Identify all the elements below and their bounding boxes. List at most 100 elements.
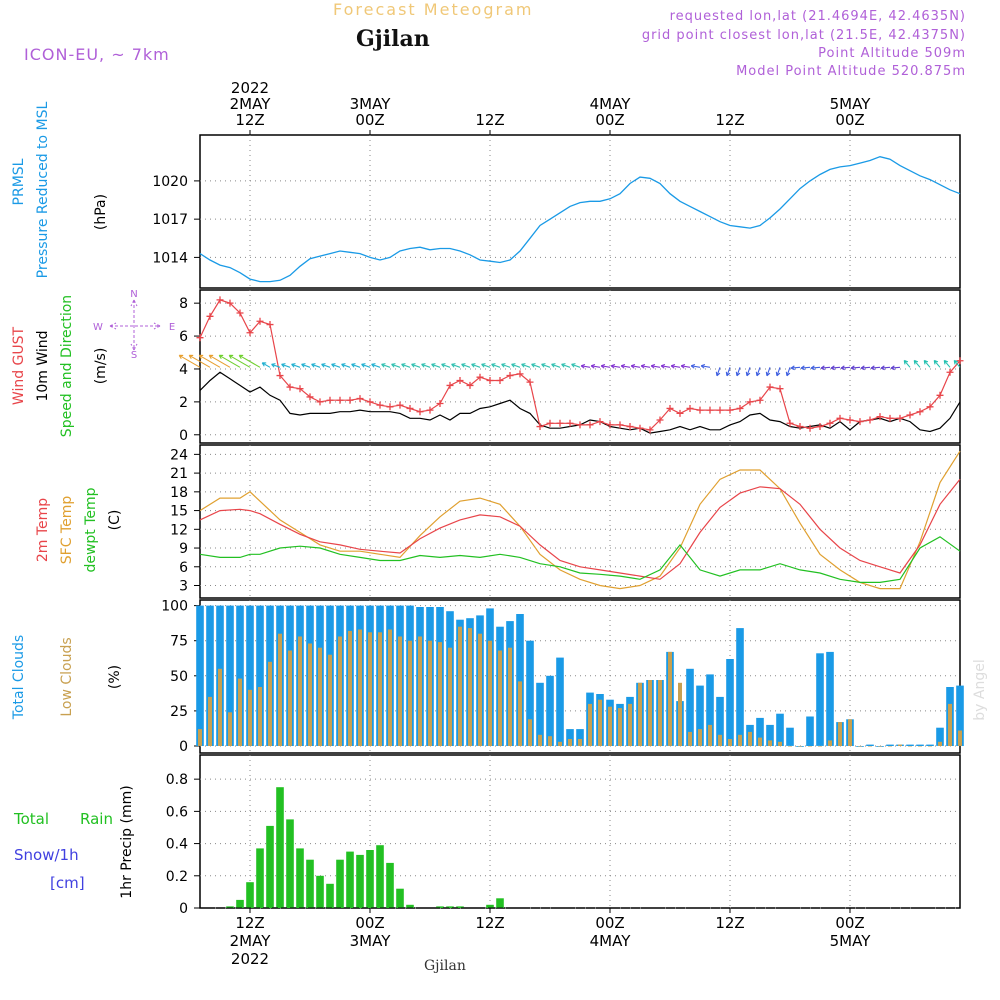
low-cloud-bar-13 [328, 654, 332, 746]
wind-arrow-12 [311, 363, 321, 368]
wind-arrow-27 [461, 363, 471, 368]
total-cloud-bar-3 [226, 605, 234, 746]
low-cloud-bar-52 [718, 734, 722, 746]
wind-gust-point-16 [356, 395, 364, 403]
ytick-label-temperature-6: 21 [170, 466, 188, 482]
rain-bar-7 [266, 825, 274, 908]
wind-gust-point-43 [626, 423, 634, 431]
wind-label-gust: Wind GUST [11, 326, 27, 405]
total-cloud-bar-56 [756, 717, 764, 746]
rain-bar-11 [306, 859, 314, 908]
rain-bar-20 [396, 888, 404, 908]
low-cloud-bar-29 [488, 640, 492, 746]
wind-gust-point-3 [226, 299, 234, 307]
wind-arrow-19 [381, 363, 391, 368]
wind-gust-point-70 [896, 414, 904, 422]
time-label-bottom-4-0: 12Z [715, 914, 744, 932]
wind-arrow-55 [745, 367, 751, 377]
low-cloud-bar-5 [248, 689, 252, 746]
low-cloud-bar-72 [918, 746, 922, 747]
wind-gust-point-47 [666, 404, 674, 412]
precip-label-unit: 1hr Precip (mm) [119, 785, 135, 898]
low-cloud-bar-30 [498, 650, 502, 746]
ytick-label-clouds-1: 25 [170, 704, 188, 720]
total-cloud-bar-49 [686, 668, 694, 746]
wind-arrow-50 [690, 363, 701, 369]
low-cloud-bar-55 [748, 731, 752, 746]
rain-bar-18 [376, 845, 384, 908]
requested-lonlat: requested lon,lat (21.4694E, 42.4635N) [669, 9, 966, 24]
wind-arrow-44 [630, 363, 641, 369]
wind-gust-point-68 [876, 413, 884, 421]
wind-arrow-3 [208, 354, 231, 368]
wind-arrow-76 [953, 359, 961, 368]
rain-bar-9 [286, 819, 294, 908]
wind-arrow-32 [511, 363, 521, 368]
wind-gust-point-33 [526, 378, 534, 386]
low-cloud-bar-75 [948, 703, 952, 746]
low-cloud-bar-18 [378, 632, 382, 746]
total-cloud-bar-33 [526, 640, 534, 746]
wind-arrow-29 [481, 363, 491, 368]
total-cloud-bar-71 [906, 744, 914, 746]
total-cloud-bar-32 [516, 614, 524, 746]
low-cloud-bar-20 [398, 636, 402, 746]
compass-rose [109, 299, 161, 351]
cloud-label-low: Low Clouds [59, 637, 75, 716]
total-cloud-bar-53 [726, 659, 734, 746]
time-label-top-0-2: 12Z [235, 111, 264, 129]
wind-gust-point-56 [756, 396, 764, 404]
wind-arrow-53 [725, 367, 731, 377]
total-cloud-bar-76 [956, 685, 964, 746]
wind-arrow-61 [800, 365, 811, 371]
ytick-label-pressure-2: 1020 [152, 174, 188, 190]
wind-gust-point-0 [196, 334, 204, 342]
total-cloud-bar-35 [546, 675, 554, 746]
time-label-bottom-3-1: 4MAY [590, 932, 632, 950]
wind-arrow-25 [441, 363, 451, 368]
wind-gust-point-21 [406, 404, 414, 412]
meteogram-title: Forecast Meteogram [333, 0, 534, 19]
time-label-top-4-0: 12Z [715, 111, 744, 129]
low-cloud-bar-53 [728, 739, 732, 746]
temp-label-2m: 2m Temp [35, 498, 51, 562]
wind-gust-point-50 [696, 406, 704, 414]
total-cloud-bar-37 [566, 729, 574, 746]
wind-gust-point-60 [796, 423, 804, 431]
low-cloud-bar-41 [608, 706, 612, 746]
time-label-bottom-1-1: 3MAY [350, 932, 392, 950]
wind-gust-point-71 [906, 411, 914, 419]
wind-arrow-7 [261, 362, 271, 368]
low-cloud-bar-6 [258, 687, 262, 746]
wind-arrow-20 [391, 363, 401, 368]
wind-arrow-15 [341, 363, 351, 368]
temp-label-dewpt: dewpt Temp [83, 487, 99, 572]
wind-arrow-34 [531, 363, 541, 368]
ytick-label-precip-1: 0.2 [166, 869, 188, 885]
wind-arrow-51 [700, 363, 711, 369]
low-cloud-bar-50 [698, 729, 702, 746]
pressure-label-msl: Pressure Reduced to MSL [35, 101, 51, 278]
total-cloud-bar-1 [206, 605, 214, 746]
time-label-bottom-0-2: 2022 [231, 950, 269, 968]
total-cloud-bar-4 [236, 605, 244, 746]
low-cloud-bar-51 [708, 724, 712, 746]
time-label-top-0-1: 2MAY [230, 95, 272, 113]
wind-arrow-68 [870, 365, 881, 371]
wind-arrow-62 [810, 365, 821, 371]
rain-bar-15 [346, 851, 354, 908]
low-cloud-bar-74 [938, 741, 942, 746]
total-cloud-bar-73 [926, 744, 934, 746]
wind-gust-point-28 [476, 373, 484, 381]
footer-location: Gjilan [424, 958, 466, 974]
panel-frame-temperature [199, 444, 961, 599]
wind-arrow-16 [351, 363, 361, 368]
wind-gust-point-19 [386, 403, 394, 411]
wind-arrow-18 [371, 363, 381, 368]
wind-gust-point-27 [466, 381, 474, 389]
wind-arrow-74 [933, 359, 941, 368]
time-label-top-1-0: 3MAY [350, 95, 392, 113]
low-cloud-bar-76 [958, 730, 962, 746]
low-cloud-bar-26 [458, 626, 462, 746]
time-label-bottom-0-1: 2MAY [230, 932, 272, 950]
